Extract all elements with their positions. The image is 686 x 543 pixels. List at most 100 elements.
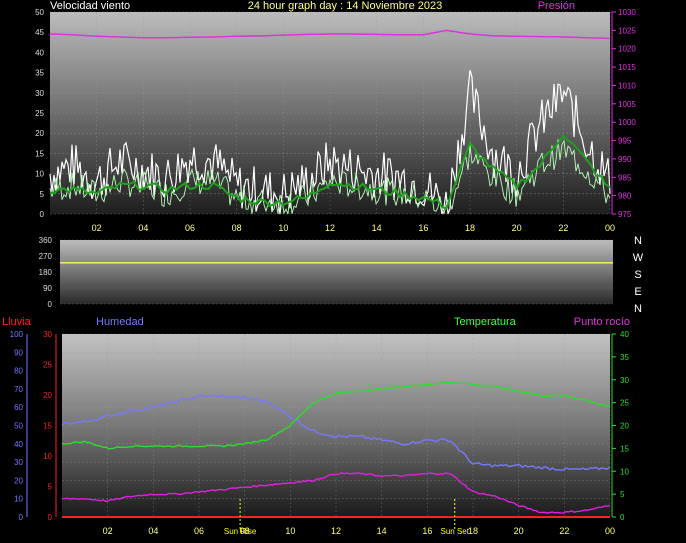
pressure-label: Presión <box>538 0 575 12</box>
wind-tick-label: 35 <box>35 69 44 78</box>
direction-tick-label: 270 <box>39 252 53 261</box>
rain-tick-label: 10 <box>43 452 52 461</box>
humidity-label: Humedad <box>96 316 144 328</box>
climate-hour-label: 08 <box>240 526 250 536</box>
wind-hour-label: 18 <box>465 223 475 233</box>
temperature-tick-label: 5 <box>620 490 625 499</box>
climate-hour-label: 04 <box>148 526 158 536</box>
wind-hour-label: 14 <box>372 223 382 233</box>
wind-hour-label: 10 <box>278 223 288 233</box>
temperature-tick-label: 30 <box>620 376 629 385</box>
climate-hour-label: 18 <box>468 526 478 536</box>
wind-hour-label: 02 <box>92 223 102 233</box>
direction-grid <box>60 239 613 305</box>
wind-hour-label: 04 <box>138 223 148 233</box>
rain-label: Lluvia <box>2 316 32 328</box>
climate-axes: 0102030405060708090100051015202530051015… <box>10 330 630 536</box>
humidity-tick-label: 70 <box>14 385 23 394</box>
humidity-tick-label: 90 <box>14 348 23 357</box>
dewpoint-label: Punto rocío <box>574 316 630 328</box>
compass-label: W <box>633 252 644 264</box>
wind-hour-label: 16 <box>418 223 428 233</box>
wind-tick-label: 20 <box>35 129 44 138</box>
temperature-tick-label: 25 <box>620 399 629 408</box>
pressure-tick-label: 1030 <box>618 8 636 17</box>
wind-gust-line <box>49 70 611 215</box>
climate-hour-label: 06 <box>194 526 204 536</box>
pressure-tick-label: 1010 <box>618 81 636 90</box>
pressure-tick-label: 1025 <box>618 26 636 35</box>
wind-tick-label: 15 <box>35 149 44 158</box>
climate-series <box>61 381 611 518</box>
pressure-tick-label: 985 <box>618 173 632 182</box>
compass-label: E <box>634 286 641 298</box>
climate-hour-label: 10 <box>285 526 295 536</box>
pressure-tick-label: 975 <box>618 210 632 219</box>
humidity-tick-label: 100 <box>10 330 24 339</box>
compass-label: N <box>634 235 642 247</box>
wind-hour-label: 12 <box>325 223 335 233</box>
wind-series <box>49 29 611 215</box>
rain-tick-label: 25 <box>43 361 52 370</box>
climate-hour-label: 00 <box>605 526 615 536</box>
wind-tick-label: 45 <box>35 28 44 37</box>
pressure-tick-label: 995 <box>618 137 632 146</box>
wind-tick-label: 5 <box>40 190 45 199</box>
wind-hour-label: 08 <box>232 223 242 233</box>
pressure-tick-label: 1000 <box>618 118 636 127</box>
rain-tick-label: 0 <box>48 513 53 522</box>
direction-tick-label: 90 <box>43 284 52 293</box>
pressure-tick-label: 1015 <box>618 63 636 72</box>
humidity-tick-label: 10 <box>14 495 23 504</box>
wind-axes: 0510152025303540455097598098599099510001… <box>35 8 636 233</box>
compass-label: S <box>634 269 641 281</box>
rain-tick-label: 15 <box>43 422 52 431</box>
direction-tick-label: 360 <box>39 236 53 245</box>
humidity-tick-label: 40 <box>14 440 23 449</box>
humidity-tick-label: 20 <box>14 476 23 485</box>
wind-average-line <box>49 134 611 210</box>
climate-hour-label: 02 <box>103 526 113 536</box>
sunset-label: Sun Set <box>440 527 469 536</box>
temperature-line <box>61 381 611 450</box>
humidity-tick-label: 30 <box>14 458 23 467</box>
pressure-line <box>49 29 611 40</box>
climate-hour-label: 12 <box>331 526 341 536</box>
climate-hour-label: 16 <box>422 526 432 536</box>
wind-tick-label: 0 <box>40 210 45 219</box>
compass-label: N <box>634 303 642 315</box>
wind-hour-label: 20 <box>512 223 522 233</box>
wind-hour-label: 22 <box>558 223 568 233</box>
pressure-tick-label: 1005 <box>618 100 636 109</box>
direction-tick-label: 180 <box>39 268 53 277</box>
temperature-tick-label: 35 <box>620 353 629 362</box>
wind-tick-label: 40 <box>35 48 44 57</box>
dewpoint-line <box>61 472 611 514</box>
climate-hour-label: 14 <box>377 526 387 536</box>
pressure-tick-label: 990 <box>618 155 632 164</box>
sunrise-label: Sun Rise <box>224 527 257 536</box>
climate-hour-label: 20 <box>514 526 524 536</box>
wind-tick-label: 10 <box>35 170 44 179</box>
wind-pressure-panel: 0510152025303540455097598098599099510001… <box>35 0 636 233</box>
temperature-tick-label: 10 <box>620 467 629 476</box>
pressure-tick-label: 980 <box>618 192 632 201</box>
wind-hour-label: 06 <box>185 223 195 233</box>
humidity-line <box>61 394 611 471</box>
temperature-tick-label: 0 <box>620 513 625 522</box>
humidity-tick-label: 50 <box>14 422 23 431</box>
chart-title: 24 hour graph day : 14 Noviembre 2023 <box>248 0 442 12</box>
wind-speed-label: Velocidad viento <box>50 0 130 12</box>
temperature-tick-label: 15 <box>620 444 629 453</box>
direction-tick-label: 0 <box>48 300 53 309</box>
humidity-tick-label: 60 <box>14 403 23 412</box>
direction-axes: 0 90 180 270 360 <box>39 236 53 309</box>
rain-tick-label: 20 <box>43 391 52 400</box>
wind-tick-label: 25 <box>35 109 44 118</box>
rain-tick-label: 30 <box>43 330 52 339</box>
wind-speed-line <box>49 139 611 215</box>
climate-panel: 0102030405060708090100051015202530051015… <box>2 316 630 536</box>
